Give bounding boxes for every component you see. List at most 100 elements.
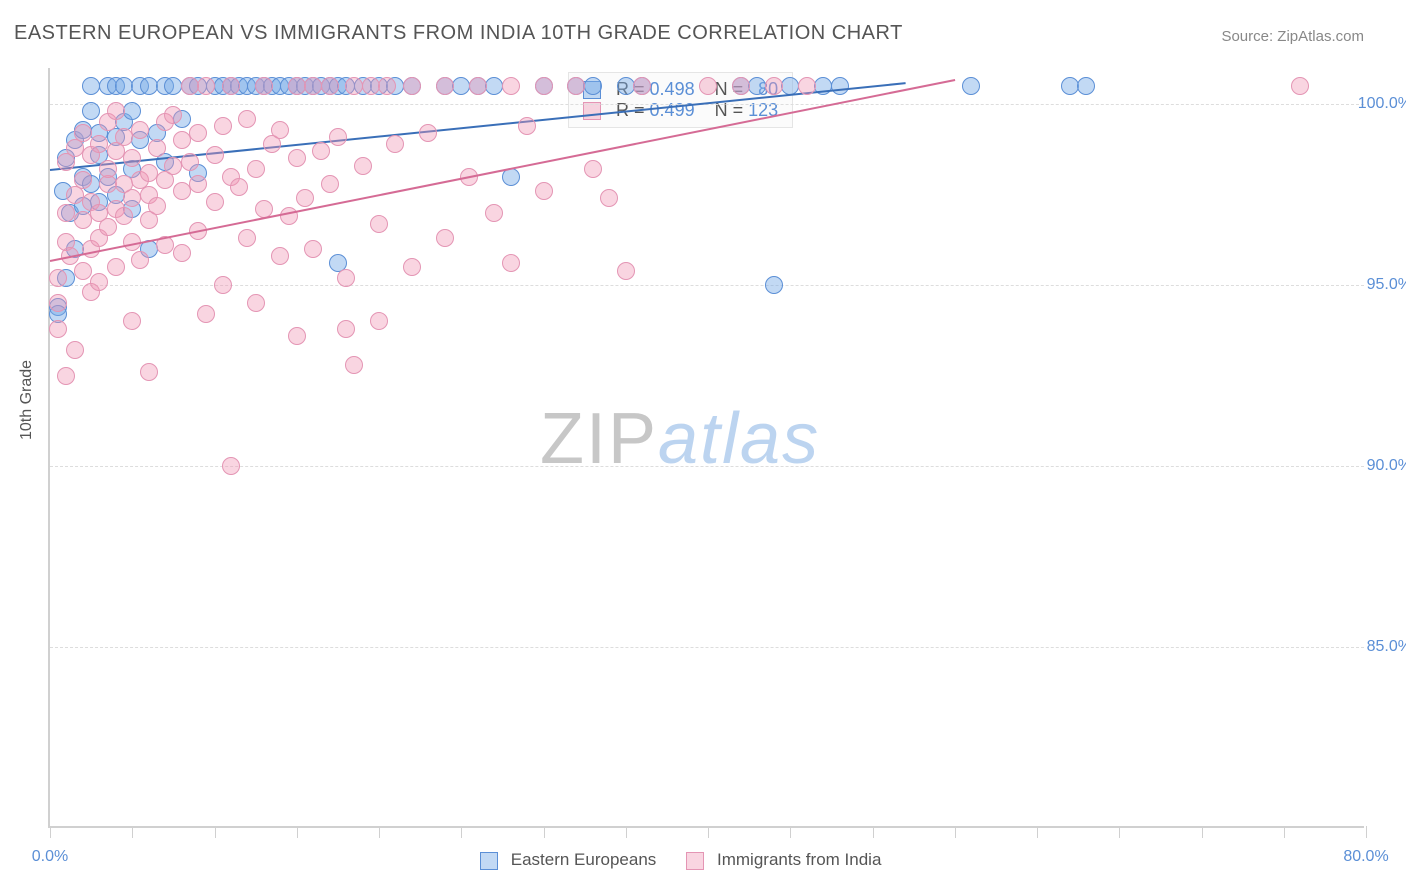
scatter-point — [66, 341, 84, 359]
ytick-label: 95.0% — [1367, 276, 1406, 294]
scatter-point — [74, 124, 92, 142]
scatter-point — [206, 193, 224, 211]
scatter-point — [222, 77, 240, 95]
scatter-point — [798, 77, 816, 95]
xtick — [50, 826, 51, 838]
scatter-point — [49, 294, 67, 312]
legend: Eastern Europeans Immigrants from India — [480, 850, 881, 870]
scatter-point — [288, 77, 306, 95]
scatter-point — [354, 157, 372, 175]
scatter-point — [107, 102, 125, 120]
scatter-point — [403, 77, 421, 95]
scatter-point — [535, 182, 553, 200]
scatter-point — [321, 77, 339, 95]
scatter-point — [831, 77, 849, 95]
scatter-point — [164, 106, 182, 124]
scatter-point — [49, 320, 67, 338]
scatter-point — [173, 131, 191, 149]
xtick — [215, 826, 216, 838]
scatter-point — [99, 218, 117, 236]
gridline — [50, 647, 1364, 648]
scatter-point — [123, 312, 141, 330]
scatter-point — [345, 356, 363, 374]
scatter-point — [312, 142, 330, 160]
scatter-point — [732, 77, 750, 95]
ytick-label: 100.0% — [1358, 95, 1406, 113]
r-value-1: 0.498 — [650, 79, 695, 99]
scatter-point — [378, 77, 396, 95]
legend-swatch-2 — [686, 852, 704, 870]
scatter-point — [748, 77, 766, 95]
xtick-label: 80.0% — [1343, 848, 1388, 866]
ytick-label: 85.0% — [1367, 638, 1406, 656]
legend-label-2: Immigrants from India — [717, 850, 881, 869]
legend-label-1: Eastern Europeans — [511, 850, 657, 869]
scatter-point — [74, 262, 92, 280]
scatter-point — [164, 157, 182, 175]
scatter-point — [617, 262, 635, 280]
xtick — [461, 826, 462, 838]
scatter-point — [329, 128, 347, 146]
scatter-point — [49, 269, 67, 287]
xtick — [790, 826, 791, 838]
stat-row-2: R = 0.499 N = 123 — [583, 100, 778, 121]
chart-title: EASTERN EUROPEAN VS IMMIGRANTS FROM INDI… — [14, 22, 903, 45]
xtick — [1037, 826, 1038, 838]
scatter-plot: ZIPatlas R = 0.498 N = 80 R = 0.499 N = … — [48, 68, 1364, 828]
xtick — [1284, 826, 1285, 838]
scatter-point — [74, 211, 92, 229]
xtick — [955, 826, 956, 838]
scatter-point — [90, 273, 108, 291]
xtick — [1119, 826, 1120, 838]
xtick — [1366, 826, 1367, 838]
scatter-point — [90, 135, 108, 153]
y-axis-label: 10th Grade — [18, 360, 36, 440]
scatter-point — [99, 160, 117, 178]
scatter-point — [148, 139, 166, 157]
scatter-point — [189, 175, 207, 193]
scatter-point — [123, 102, 141, 120]
scatter-point — [584, 160, 602, 178]
scatter-point — [321, 175, 339, 193]
scatter-point — [304, 77, 322, 95]
scatter-point — [296, 189, 314, 207]
scatter-point — [518, 117, 536, 135]
xtick — [1202, 826, 1203, 838]
scatter-point — [288, 327, 306, 345]
scatter-point — [123, 189, 141, 207]
scatter-point — [617, 77, 635, 95]
scatter-point — [485, 204, 503, 222]
scatter-point — [115, 207, 133, 225]
scatter-point — [173, 244, 191, 262]
scatter-point — [633, 77, 651, 95]
scatter-point — [230, 178, 248, 196]
scatter-point — [247, 160, 265, 178]
scatter-point — [452, 77, 470, 95]
scatter-point — [304, 240, 322, 258]
scatter-point — [181, 77, 199, 95]
xtick — [626, 826, 627, 838]
scatter-point — [362, 77, 380, 95]
scatter-point — [214, 117, 232, 135]
scatter-point — [502, 254, 520, 272]
scatter-point — [189, 124, 207, 142]
scatter-point — [82, 102, 100, 120]
r-value-2: 0.499 — [650, 100, 695, 120]
scatter-point — [214, 276, 232, 294]
scatter-point — [600, 189, 618, 207]
scatter-point — [57, 204, 75, 222]
scatter-point — [370, 312, 388, 330]
scatter-point — [107, 258, 125, 276]
xtick-label: 0.0% — [32, 848, 68, 866]
scatter-point — [386, 135, 404, 153]
scatter-point — [131, 251, 149, 269]
xtick — [544, 826, 545, 838]
scatter-point — [436, 229, 454, 247]
gridline — [50, 466, 1364, 467]
scatter-point — [197, 305, 215, 323]
xtick — [708, 826, 709, 838]
xtick — [132, 826, 133, 838]
scatter-point — [1291, 77, 1309, 95]
scatter-point — [403, 258, 421, 276]
watermark: ZIPatlas — [540, 398, 820, 480]
